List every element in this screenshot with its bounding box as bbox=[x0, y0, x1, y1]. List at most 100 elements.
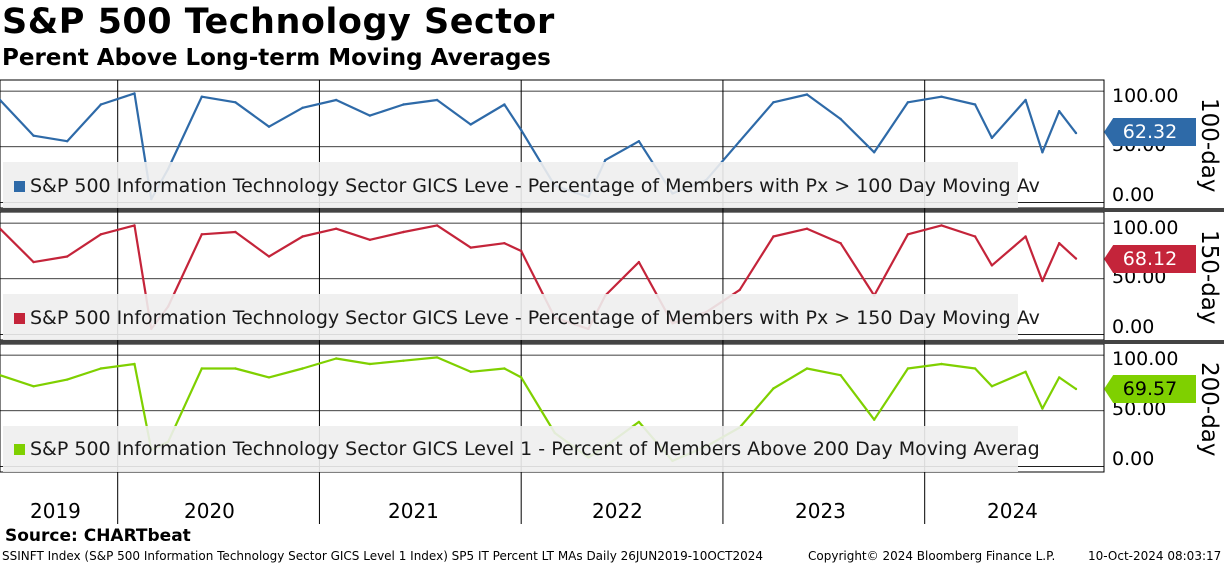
source-note: Source: CHARTbeat bbox=[5, 526, 191, 546]
data-point-150-day-34 bbox=[1041, 279, 1044, 283]
chart-title: S&P 500 Technology Sector bbox=[2, 2, 555, 42]
data-point-200-day-11 bbox=[335, 357, 338, 360]
panel-label-100: 100-day bbox=[1196, 98, 1222, 193]
legend-text-150: S&P 500 Information Technology Sector GI… bbox=[30, 307, 1040, 329]
data-point-200-day-9 bbox=[267, 376, 271, 379]
data-point-100-day-33 bbox=[1024, 98, 1027, 102]
data-point-100-day-31 bbox=[973, 103, 977, 106]
data-point-200-day-0 bbox=[0, 374, 2, 377]
data-point-150-day-13 bbox=[402, 230, 405, 234]
data-point-200-day-31 bbox=[973, 367, 977, 370]
legend-swatch-150 bbox=[14, 313, 25, 324]
panel-divider-2 bbox=[0, 340, 1224, 344]
legend-swatch-200 bbox=[14, 444, 25, 455]
y-tick-150-bot: 0.00 bbox=[1112, 316, 1155, 338]
data-point-200-day-2 bbox=[66, 378, 69, 381]
data-point-100-day-13 bbox=[402, 103, 405, 106]
footer-copyright: Copyright© 2024 Bloomberg Finance L.P. bbox=[808, 549, 1056, 563]
data-point-150-day-3 bbox=[99, 233, 103, 236]
data-point-100-day-35 bbox=[1058, 110, 1061, 113]
data-point-150-day-21 bbox=[637, 260, 641, 264]
data-point-100-day-34 bbox=[1041, 151, 1044, 154]
data-point-200-day-26 bbox=[805, 367, 809, 370]
data-point-100-day-4 bbox=[133, 92, 136, 95]
data-point-200-day-17 bbox=[520, 376, 523, 379]
last-value-tag-200: 69.57 bbox=[1104, 375, 1196, 403]
last-value-tag-150: 68.12 bbox=[1104, 245, 1196, 273]
data-point-150-day-15 bbox=[469, 246, 472, 249]
data-point-150-day-7 bbox=[200, 233, 203, 236]
data-point-200-day-21 bbox=[637, 420, 641, 424]
data-point-100-day-15 bbox=[469, 123, 472, 126]
data-point-150-day-33 bbox=[1024, 235, 1027, 238]
legend-box-200 bbox=[3, 426, 1018, 472]
y-tick-100-top: 100.00 bbox=[1112, 85, 1179, 107]
data-point-200-day-12 bbox=[368, 362, 372, 366]
data-point-100-day-28 bbox=[873, 151, 876, 154]
panel-divider-1 bbox=[0, 208, 1224, 212]
footer-description: SSINFT Index (S&P 500 Information Techno… bbox=[2, 549, 764, 563]
data-point-100-day-24 bbox=[738, 140, 741, 143]
data-point-100-day-7 bbox=[200, 95, 203, 98]
panel-label-150: 150-day bbox=[1196, 230, 1222, 325]
data-point-200-day-8 bbox=[234, 367, 237, 370]
data-point-200-day-4 bbox=[133, 362, 136, 366]
data-point-150-day-25 bbox=[772, 235, 775, 238]
data-point-100-day-14 bbox=[435, 98, 439, 102]
data-point-100-day-10 bbox=[301, 106, 304, 110]
data-point-150-day-32 bbox=[990, 264, 994, 267]
data-point-200-day-33 bbox=[1024, 370, 1027, 373]
data-point-100-day-0 bbox=[0, 98, 2, 102]
data-point-150-day-26 bbox=[805, 227, 809, 230]
data-point-200-day-16 bbox=[503, 367, 506, 370]
data-point-100-day-12 bbox=[368, 114, 372, 117]
legend-box-150 bbox=[3, 294, 1018, 340]
data-point-150-day-0 bbox=[0, 227, 2, 230]
data-point-150-day-10 bbox=[301, 235, 304, 238]
data-point-200-day-1 bbox=[32, 385, 35, 388]
x-tick-label-2021: 2021 bbox=[388, 499, 439, 523]
data-point-100-day-30 bbox=[940, 95, 943, 98]
data-point-200-day-30 bbox=[940, 362, 943, 366]
data-point-100-day-16 bbox=[503, 103, 506, 106]
data-point-100-day-32 bbox=[990, 136, 994, 140]
data-point-100-day-20 bbox=[604, 158, 607, 162]
data-point-150-day-1 bbox=[32, 260, 35, 264]
y-tick-200-top: 100.00 bbox=[1112, 348, 1179, 370]
x-tick-label-2024: 2024 bbox=[987, 499, 1038, 523]
data-point-150-day-29 bbox=[906, 233, 910, 236]
y-tick-100-bot: 0.00 bbox=[1112, 184, 1155, 206]
data-point-150-day-8 bbox=[234, 230, 237, 234]
data-point-100-day-29 bbox=[906, 101, 910, 104]
data-point-200-day-28 bbox=[873, 418, 876, 421]
x-tick-label-2023: 2023 bbox=[795, 499, 846, 523]
data-point-100-day-9 bbox=[267, 125, 271, 128]
data-point-100-day-8 bbox=[234, 101, 237, 104]
data-point-100-day-2 bbox=[66, 140, 69, 143]
data-point-100-day-26 bbox=[805, 93, 809, 96]
data-point-150-day-36 bbox=[1074, 257, 1078, 260]
data-point-150-day-35 bbox=[1058, 242, 1061, 245]
data-point-200-day-14 bbox=[435, 356, 439, 359]
last-value-tag-100: 62.32 bbox=[1104, 118, 1196, 146]
data-point-150-day-24 bbox=[738, 288, 741, 292]
legend-swatch-100 bbox=[14, 181, 25, 192]
data-point-200-day-36 bbox=[1074, 387, 1078, 391]
data-point-100-day-1 bbox=[32, 134, 35, 137]
data-point-150-day-9 bbox=[267, 255, 271, 258]
data-point-200-day-27 bbox=[839, 374, 842, 377]
y-tick-200-mid: 50.00 bbox=[1112, 398, 1167, 420]
data-point-100-day-27 bbox=[839, 117, 842, 121]
x-tick-label-2019: 2019 bbox=[30, 499, 81, 523]
data-point-200-day-15 bbox=[469, 370, 472, 373]
x-tick-label-2020: 2020 bbox=[184, 499, 235, 523]
data-point-150-day-12 bbox=[368, 238, 372, 241]
data-point-150-day-31 bbox=[973, 235, 977, 238]
footer-timestamp: 10-Oct-2024 08:03:17 bbox=[1088, 549, 1222, 563]
chart-subtitle: Perent Above Long-term Moving Averages bbox=[2, 45, 551, 71]
panel-label-200: 200-day bbox=[1196, 362, 1222, 457]
data-point-200-day-7 bbox=[200, 367, 203, 370]
data-point-100-day-17 bbox=[520, 128, 523, 132]
data-point-200-day-13 bbox=[402, 359, 405, 362]
